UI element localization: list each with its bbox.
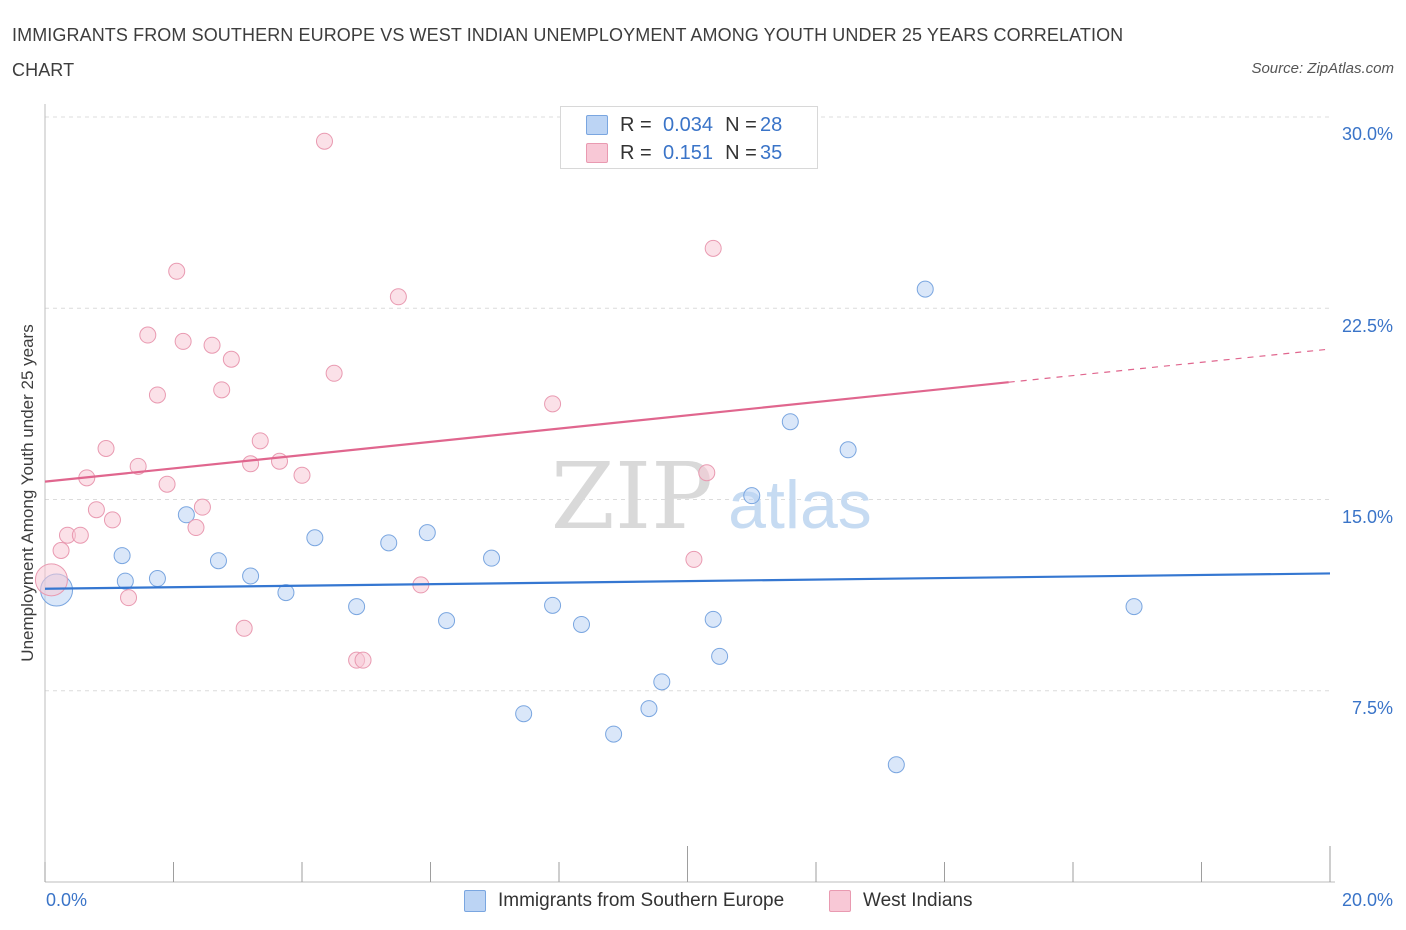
point-west-indians [148, 386, 166, 404]
point-west-indians [71, 526, 89, 544]
watermark: ZIP atlas [551, 443, 872, 550]
point-west-indians [103, 511, 121, 529]
source-note: Source: ZipAtlas.com [1251, 60, 1394, 77]
point-southern-europe [572, 615, 590, 633]
point-southern-europe [1125, 598, 1143, 616]
legend-swatch-blue [586, 115, 608, 135]
legend-row-southern-europe: R = 0.034 N = 28 [586, 112, 782, 138]
legend-item-west-indians: West Indians [829, 890, 972, 912]
legend-swatch-blue [464, 890, 486, 912]
point-west-indians [97, 440, 115, 457]
legend-r-label: R = [620, 141, 652, 164]
point-west-indians [685, 550, 703, 568]
point-west-indians [389, 288, 407, 306]
point-southern-europe [380, 534, 398, 552]
point-west-indians [193, 498, 211, 516]
legend-r-value: 0.151 [662, 141, 714, 164]
point-west-indians [704, 239, 722, 257]
point-west-indians [315, 132, 333, 150]
point-southern-europe [704, 610, 722, 628]
point-southern-europe [348, 598, 366, 616]
correlation-legend: R = 0.034 N = 28 R = 0.151 N = 35 [560, 106, 818, 169]
point-southern-europe [242, 567, 260, 585]
trend-line-west-indians [44, 381, 1009, 483]
series-legend: Immigrants from Southern Europe West Ind… [0, 890, 1406, 916]
point-west-indians [235, 619, 253, 637]
point-west-indians [544, 395, 562, 413]
point-west-indians [187, 519, 205, 537]
point-west-indians [698, 464, 716, 482]
x-tick-label-right: 20.0% [1341, 890, 1393, 910]
legend-swatch-pink [829, 890, 851, 912]
point-west-indians [203, 336, 221, 354]
point-west-indians [34, 563, 68, 597]
point-southern-europe [438, 612, 456, 630]
trend-lines [44, 348, 1331, 590]
point-west-indians [213, 381, 231, 399]
point-west-indians [251, 432, 269, 450]
point-southern-europe [640, 700, 658, 718]
legend-item-southern-europe: Immigrants from Southern Europe [464, 890, 784, 912]
legend-n-label: N = [725, 113, 757, 136]
point-west-indians [325, 364, 343, 382]
point-southern-europe [515, 705, 533, 723]
point-southern-europe [839, 441, 857, 459]
point-west-indians [129, 457, 147, 475]
y-tick-label: 15.0% [1341, 507, 1393, 527]
y-tick-label: 22.5% [1341, 316, 1393, 336]
point-southern-europe [743, 487, 761, 505]
trend-line-southern-europe [44, 572, 1331, 590]
legend-r-value: 0.034 [662, 113, 714, 136]
point-southern-europe [711, 647, 729, 665]
point-southern-europe [209, 552, 227, 570]
point-west-indians [168, 262, 186, 280]
point-southern-europe [148, 570, 166, 588]
point-west-indians [354, 651, 372, 669]
point-west-indians [52, 542, 70, 559]
point-southern-europe [177, 506, 195, 524]
legend-n-value: 28 [760, 113, 783, 136]
trend-line-west-indians-dashed [1008, 348, 1331, 383]
point-west-indians [174, 332, 192, 350]
point-west-indians [87, 501, 105, 519]
point-west-indians [293, 466, 311, 484]
point-west-indians [242, 455, 260, 473]
legend-r-label: R = [620, 113, 652, 136]
watermark-atlas: atlas [728, 467, 872, 543]
point-west-indians [139, 326, 157, 344]
data-points [34, 132, 1143, 774]
legend-n-value: 35 [760, 141, 783, 164]
legend-label-southern-europe: Immigrants from Southern Europe [498, 890, 785, 911]
point-west-indians [222, 350, 240, 368]
point-southern-europe [781, 413, 799, 431]
axes [44, 104, 1335, 883]
point-southern-europe [418, 524, 436, 542]
legend-row-west-indians: R = 0.151 N = 35 [586, 140, 782, 166]
point-southern-europe [544, 596, 562, 614]
point-southern-europe [483, 549, 501, 567]
legend-n-label: N = [725, 141, 757, 164]
point-southern-europe [887, 756, 905, 774]
chart-title: IMMIGRANTS FROM SOUTHERN EUROPE VS WEST … [12, 25, 1124, 80]
point-southern-europe [605, 725, 623, 743]
point-southern-europe [653, 673, 671, 691]
point-southern-europe [306, 529, 324, 547]
point-west-indians [271, 452, 289, 470]
y-tick-label: 7.5% [1351, 698, 1393, 718]
watermark-zip: ZIP [551, 443, 713, 550]
point-southern-europe [277, 584, 295, 602]
point-southern-europe [113, 547, 131, 565]
y-tick-label: 30.0% [1341, 124, 1393, 144]
point-west-indians [158, 475, 176, 493]
point-west-indians [120, 589, 138, 607]
legend-label-west-indians: West Indians [863, 890, 973, 911]
point-southern-europe [916, 280, 934, 298]
point-southern-europe [116, 572, 134, 590]
legend-swatch-pink [586, 143, 608, 163]
x-tick-label-left: 0.0% [46, 890, 88, 910]
